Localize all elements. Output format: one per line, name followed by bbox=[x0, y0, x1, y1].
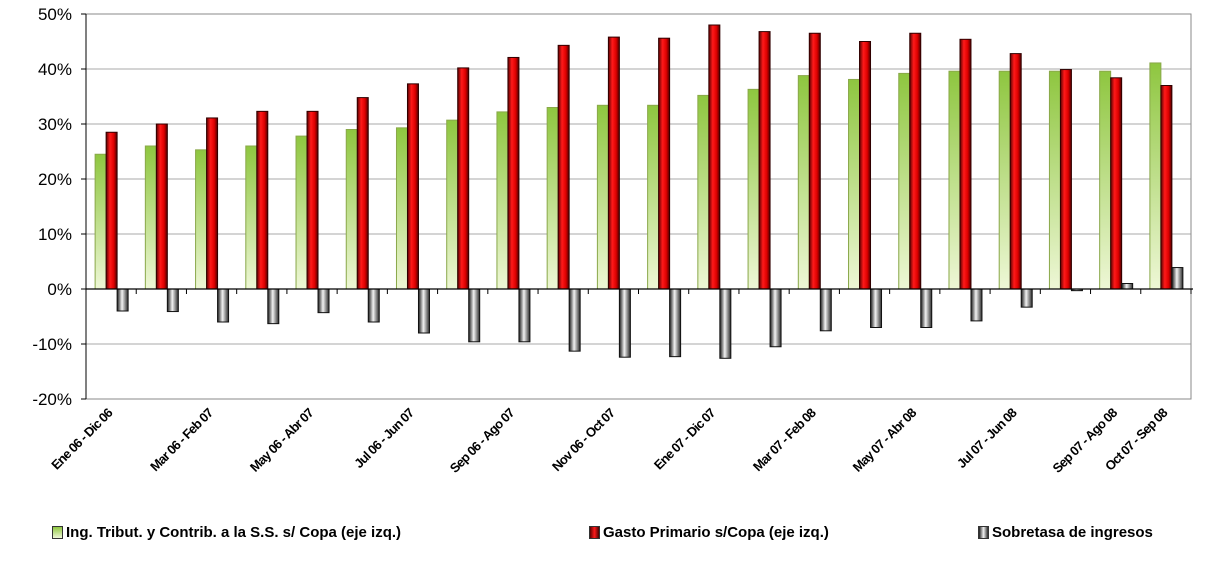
bar-sobretasa bbox=[920, 288, 933, 328]
y-tick-label: 40% bbox=[38, 60, 72, 79]
legend: Ing. Tribut. y Contrib. a la S.S. s/ Cop… bbox=[0, 524, 1219, 554]
bar-gasto bbox=[859, 41, 872, 290]
bar-gasto bbox=[758, 31, 771, 290]
bar-gasto bbox=[105, 131, 118, 290]
bar-gasto bbox=[457, 67, 470, 290]
y-tick-label: -10% bbox=[32, 335, 72, 354]
bar-ingresos bbox=[998, 70, 1011, 290]
bar-gasto bbox=[1110, 77, 1123, 290]
x-tick-label: Mar 06 - Feb 07 bbox=[147, 405, 216, 474]
bar-sobretasa bbox=[217, 288, 230, 323]
y-tick-label: 10% bbox=[38, 225, 72, 244]
bar-ingresos bbox=[345, 129, 358, 290]
bar-sobretasa bbox=[518, 288, 531, 343]
x-tick-label: Sep 06 - Ago 07 bbox=[447, 405, 518, 476]
x-tick-label: May 06 - Abr 07 bbox=[247, 405, 317, 475]
bar-gasto bbox=[406, 83, 419, 290]
bar-gasto bbox=[808, 32, 821, 290]
legend-item-ingresos: Ing. Tribut. y Contrib. a la S.S. s/ Cop… bbox=[52, 524, 401, 541]
legend-item-sobretasa: Sobretasa de ingresos bbox=[978, 524, 1153, 541]
bar-gasto bbox=[909, 32, 922, 290]
bar-ingresos bbox=[848, 78, 861, 290]
legend-swatch-sobretasa bbox=[978, 526, 989, 539]
bar-gasto bbox=[206, 117, 219, 290]
bar-sobretasa bbox=[166, 288, 179, 313]
bar-gasto bbox=[557, 44, 570, 290]
bar-ingresos bbox=[94, 153, 107, 290]
bar-sobretasa bbox=[417, 288, 430, 334]
bar-sobretasa bbox=[468, 288, 481, 343]
bar-sobretasa bbox=[769, 288, 782, 348]
bar-ingresos bbox=[898, 72, 911, 290]
bar-sobretasa bbox=[116, 288, 129, 312]
bar-ingresos bbox=[797, 75, 810, 290]
x-tick-label: May 07 - Abr 08 bbox=[850, 405, 920, 475]
bar-sobretasa bbox=[1171, 267, 1184, 290]
bar-sobretasa bbox=[317, 288, 330, 314]
legend-swatch-gasto bbox=[589, 526, 600, 539]
x-axis-ticks: Ene 06 - Dic 06 Mar 06 - Feb 07 May 06 - A… bbox=[48, 405, 1170, 476]
x-tick-label: Mar 07 - Feb 08 bbox=[750, 405, 819, 474]
bar-ingresos bbox=[195, 149, 208, 290]
x-tick-label: Jul 06 - Jun 07 bbox=[351, 405, 417, 471]
bar-sobretasa bbox=[719, 288, 732, 359]
bar-gasto bbox=[256, 110, 269, 290]
bar-sobretasa bbox=[870, 288, 883, 328]
y-tick-label: 0% bbox=[47, 280, 72, 299]
legend-label-sobretasa: Sobretasa de ingresos bbox=[992, 524, 1153, 541]
bar-ingresos bbox=[647, 104, 660, 290]
bar-sobretasa bbox=[819, 288, 832, 332]
bar-gasto bbox=[708, 24, 721, 290]
bar-ingresos bbox=[948, 70, 961, 290]
axes bbox=[81, 13, 1193, 400]
bar-gasto bbox=[1009, 53, 1022, 290]
bar-ingresos bbox=[144, 145, 157, 290]
bar-gasto bbox=[959, 38, 972, 290]
bar-sobretasa bbox=[1020, 288, 1033, 308]
bar-ingresos bbox=[295, 135, 308, 290]
bar-sobretasa bbox=[618, 288, 631, 358]
bar-gasto bbox=[306, 110, 319, 290]
bars bbox=[94, 24, 1184, 359]
y-tick-label: -20% bbox=[32, 390, 72, 409]
y-tick-label: 30% bbox=[38, 115, 72, 134]
bar-gasto bbox=[155, 123, 168, 290]
y-axis-ticks: 50% 40% 30% 20% 10% 0% -10% -20% bbox=[32, 5, 72, 409]
bar-sobretasa bbox=[1121, 283, 1134, 290]
x-tick-label: Ene 07 - Dic 07 bbox=[651, 405, 718, 472]
bar-gasto bbox=[1059, 69, 1072, 290]
x-tick-label: Nov 06 - Oct 07 bbox=[549, 405, 618, 474]
x-tick-label: Ene 06 - Dic 06 bbox=[48, 405, 115, 472]
bar-ingresos bbox=[1099, 70, 1112, 290]
bar-sobretasa bbox=[367, 288, 380, 323]
x-tick-label: Jul 07 - Jun 08 bbox=[954, 405, 1020, 471]
bar-gasto bbox=[607, 36, 620, 290]
bar-gasto bbox=[1160, 85, 1173, 290]
bar-ingresos bbox=[546, 107, 559, 290]
bar-ingresos bbox=[747, 88, 760, 290]
bar-ingresos bbox=[697, 94, 710, 290]
bar-ingresos bbox=[395, 127, 408, 290]
bar-gasto bbox=[658, 37, 671, 290]
y-tick-label: 20% bbox=[38, 170, 72, 189]
bar-ingresos bbox=[245, 145, 258, 290]
bar-gasto bbox=[507, 56, 520, 290]
bar-sobretasa bbox=[669, 288, 682, 358]
legend-item-gasto: Gasto Primario s/Copa (eje izq.) bbox=[589, 524, 829, 541]
y-tick-label: 50% bbox=[38, 5, 72, 24]
bar-ingresos bbox=[496, 111, 509, 290]
legend-swatch-ingresos bbox=[52, 526, 63, 539]
bar-ingresos bbox=[446, 119, 459, 290]
bar-sobretasa bbox=[568, 288, 581, 352]
bar-ingresos bbox=[596, 104, 609, 290]
legend-label-gasto: Gasto Primario s/Copa (eje izq.) bbox=[603, 524, 829, 541]
bar-sobretasa bbox=[267, 288, 280, 325]
bar-ingresos bbox=[1048, 70, 1061, 290]
bar-ingresos bbox=[1149, 62, 1162, 290]
legend-label-ingresos: Ing. Tribut. y Contrib. a la S.S. s/ Cop… bbox=[66, 524, 402, 541]
bar-gasto bbox=[356, 97, 369, 290]
bar-sobretasa bbox=[970, 288, 983, 322]
